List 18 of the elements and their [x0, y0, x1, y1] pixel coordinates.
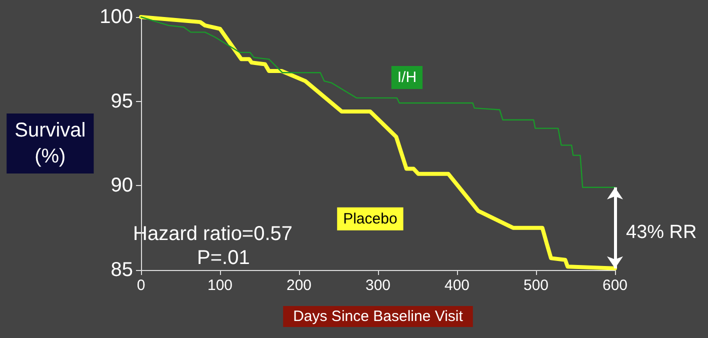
annotation: P=.01 [197, 247, 250, 269]
line-series [140, 16, 616, 188]
y-axis-title: Survival (%) [14, 120, 86, 168]
x-tick-label: 300 [365, 277, 391, 294]
text: Placebo [343, 210, 398, 228]
x-axis-title: Days Since Baseline Visit [293, 308, 464, 325]
y-tick-label: 95 [110, 90, 133, 112]
x-tick-label: 200 [286, 277, 312, 294]
x-tick-label: 400 [444, 277, 470, 294]
x-tick-label: 500 [523, 277, 549, 294]
series-label: I/H [397, 68, 417, 86]
x-tick-label: 100 [207, 277, 233, 294]
text: 43% RR [626, 222, 697, 243]
y-tick-label: 100 [100, 6, 133, 28]
x-tick-label: 600 [602, 277, 628, 294]
x-tick-label: 0 [136, 277, 146, 294]
y-tick-label: 85 [110, 259, 133, 281]
y-tick-label: 90 [110, 174, 133, 197]
